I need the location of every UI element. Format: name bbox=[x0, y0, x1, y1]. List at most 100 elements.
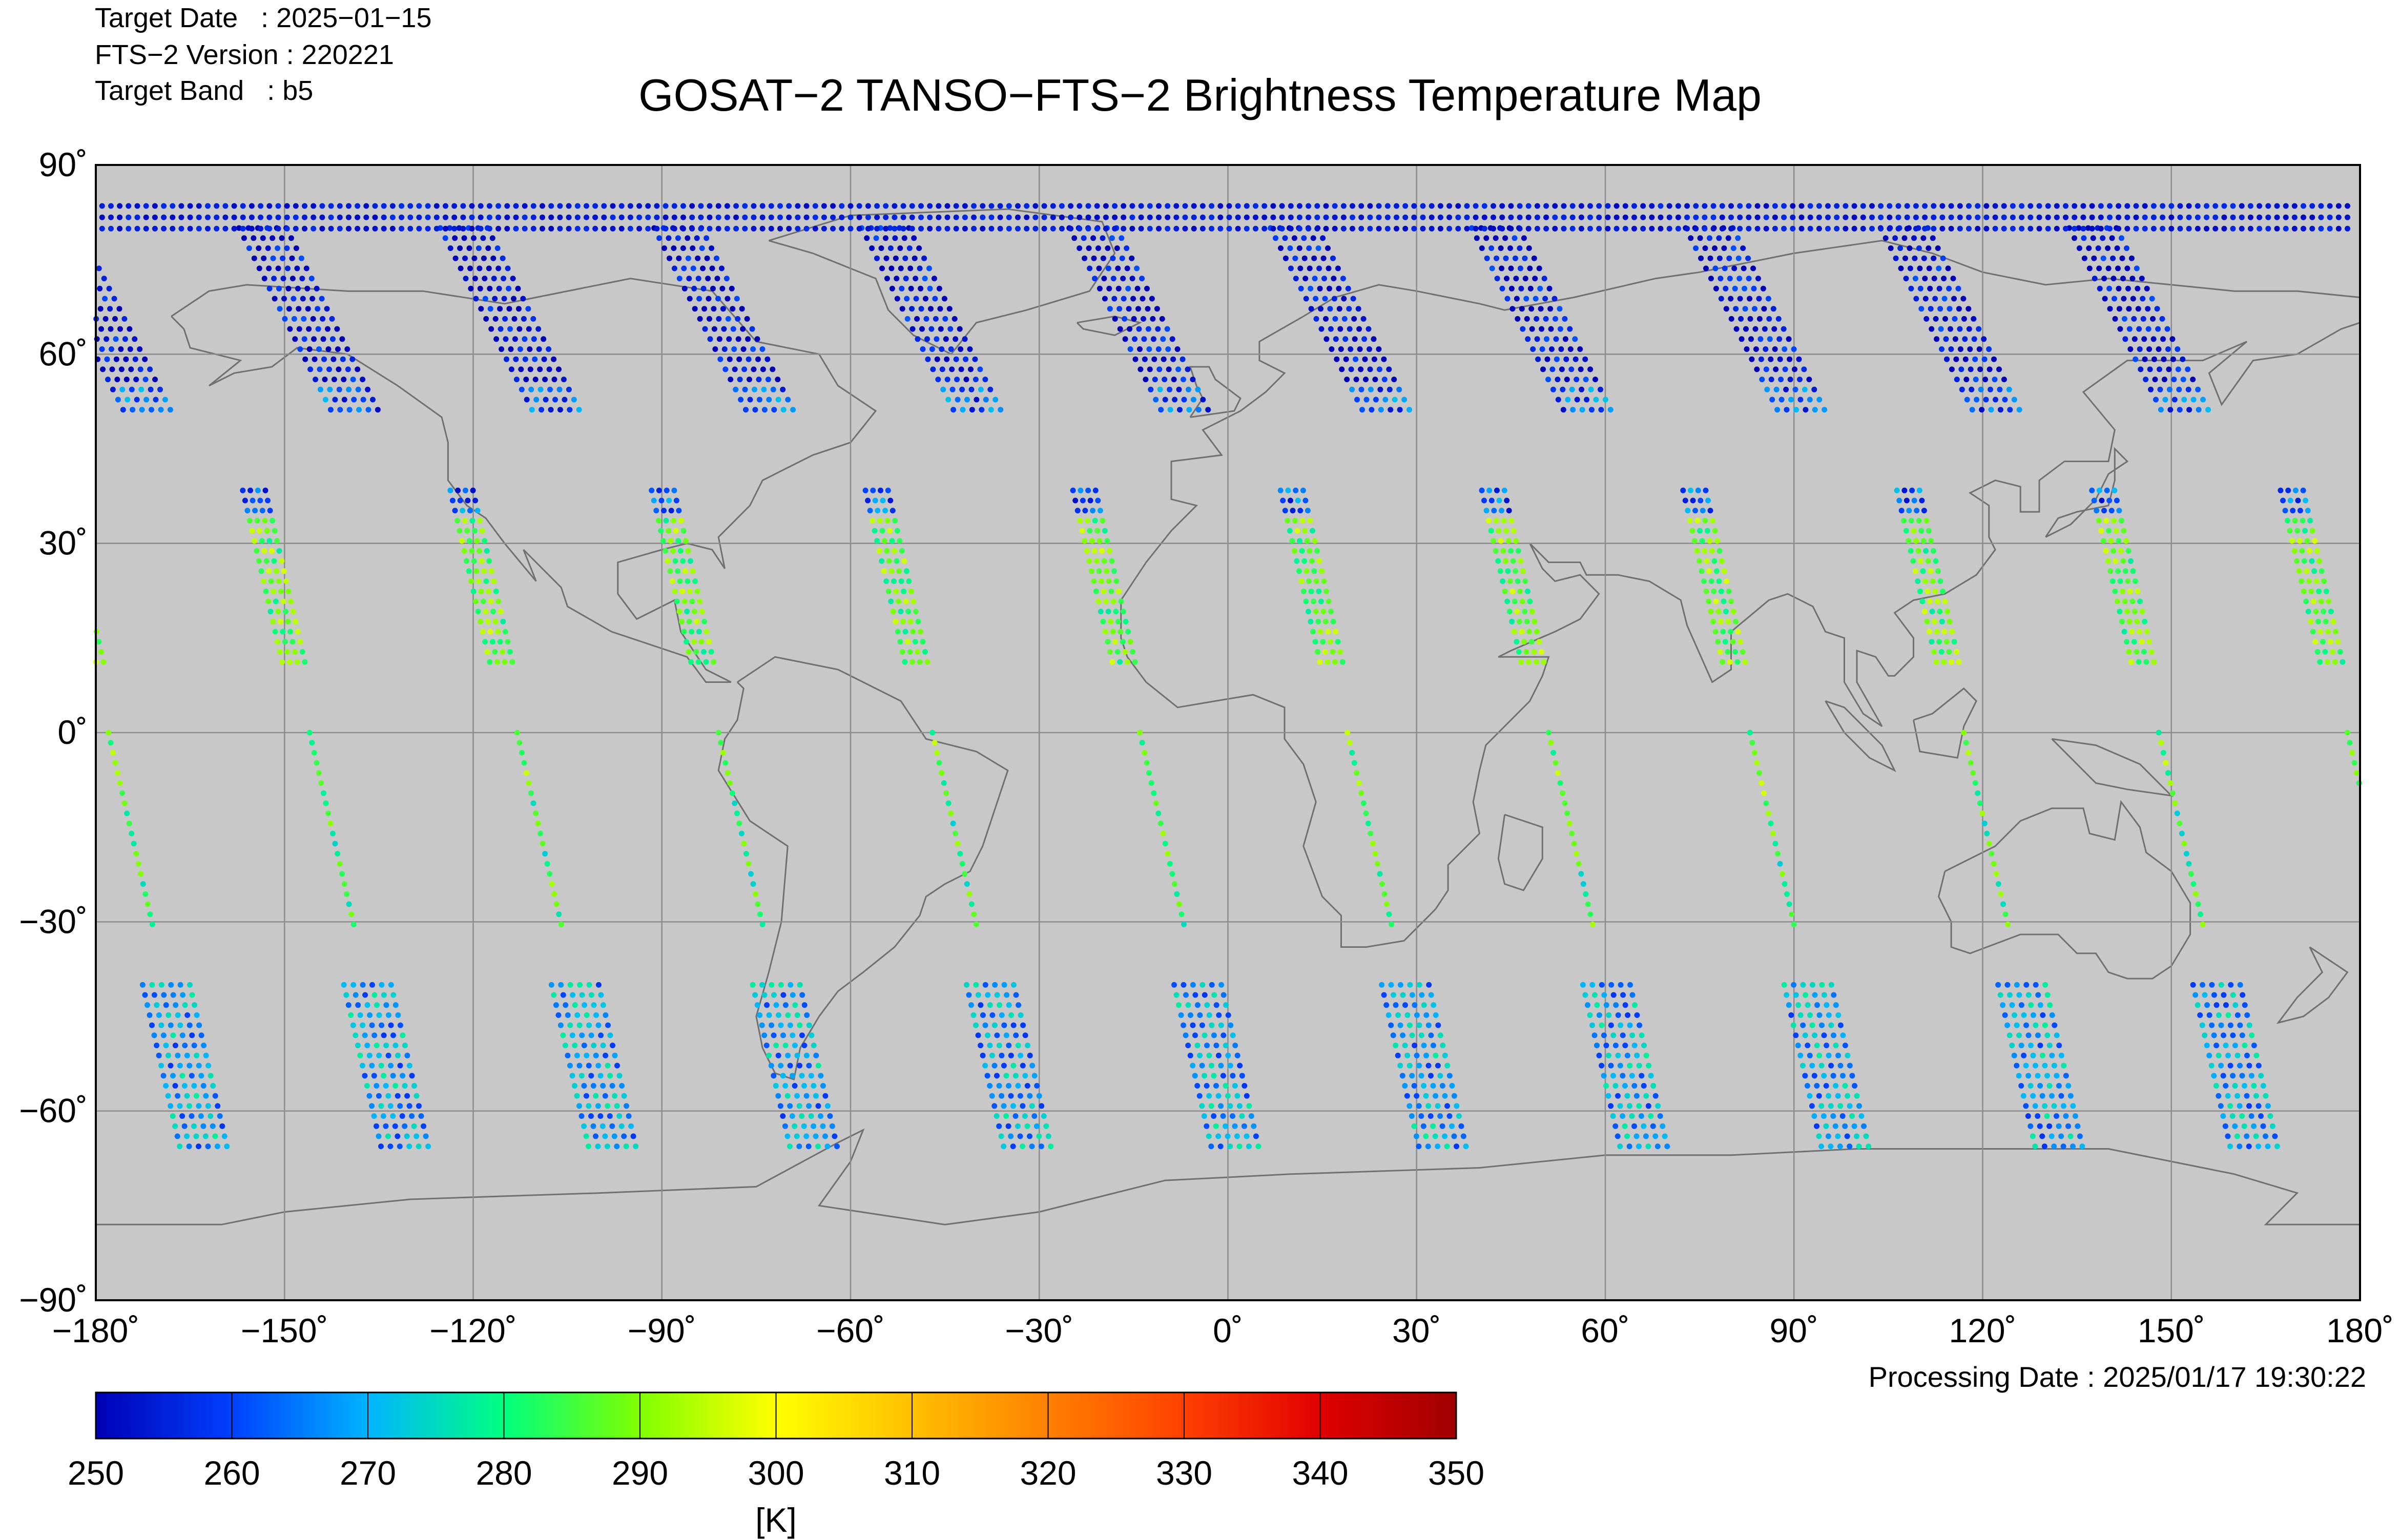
observation-point bbox=[1195, 386, 1201, 392]
observation-point bbox=[1741, 265, 1747, 272]
observation-point bbox=[277, 649, 283, 655]
observation-point bbox=[785, 397, 791, 403]
observation-point bbox=[1754, 214, 1761, 220]
observation-point bbox=[2001, 225, 2007, 232]
observation-point bbox=[2119, 255, 2125, 261]
observation-point bbox=[1315, 245, 1321, 251]
observation-point bbox=[1138, 214, 1144, 220]
observation-point bbox=[1103, 214, 1109, 220]
observation-point bbox=[1744, 346, 1750, 352]
observation-point bbox=[887, 245, 894, 251]
observation-point bbox=[106, 285, 112, 292]
observation-point bbox=[1160, 336, 1166, 342]
observation-point bbox=[909, 306, 915, 312]
observation-point bbox=[1003, 1032, 1009, 1038]
observation-point bbox=[1514, 609, 1520, 615]
observation-point bbox=[2232, 1123, 2238, 1129]
observation-point bbox=[366, 1052, 373, 1058]
observation-point bbox=[1481, 225, 1487, 232]
observation-point bbox=[1323, 316, 1329, 322]
observation-point bbox=[574, 1012, 581, 1018]
observation-point bbox=[980, 214, 986, 220]
observation-point bbox=[186, 1143, 192, 1150]
observation-point bbox=[339, 336, 345, 342]
observation-point bbox=[240, 487, 246, 493]
observation-point bbox=[679, 588, 686, 594]
observation-point bbox=[360, 397, 366, 403]
observation-point bbox=[754, 336, 760, 342]
observation-point bbox=[1129, 255, 1135, 261]
observation-point bbox=[1842, 1123, 1848, 1129]
observation-point bbox=[813, 1133, 819, 1139]
observation-point bbox=[1781, 214, 1787, 220]
observation-point bbox=[1837, 1063, 1844, 1069]
observation-point bbox=[1733, 306, 1739, 312]
observation-point bbox=[729, 285, 735, 292]
observation-point bbox=[1835, 1012, 1842, 1018]
observation-point bbox=[2335, 639, 2341, 645]
observation-point bbox=[1617, 1103, 1623, 1109]
observation-point bbox=[2072, 203, 2078, 209]
observation-point bbox=[830, 225, 836, 232]
observation-point bbox=[1129, 203, 1135, 209]
observation-point bbox=[163, 1083, 169, 1089]
observation-point bbox=[930, 366, 936, 372]
observation-point bbox=[722, 366, 729, 372]
observation-point bbox=[481, 255, 487, 261]
observation-point bbox=[307, 366, 314, 372]
observation-point bbox=[1736, 276, 1743, 282]
observation-point bbox=[1922, 578, 1929, 584]
observation-point bbox=[1404, 1052, 1411, 1058]
observation-point bbox=[2080, 214, 2086, 220]
observation-point bbox=[2108, 508, 2115, 514]
observation-point bbox=[2283, 225, 2289, 232]
observation-point bbox=[1387, 386, 1393, 392]
observation-point bbox=[610, 214, 616, 220]
observation-point bbox=[470, 588, 477, 594]
observation-point bbox=[764, 1002, 770, 1008]
observation-point bbox=[1121, 225, 1127, 232]
observation-point bbox=[461, 548, 467, 554]
observation-point bbox=[1096, 285, 1103, 292]
observation-point bbox=[1425, 1103, 1432, 1109]
observation-point bbox=[388, 1063, 394, 1069]
observation-point bbox=[466, 245, 472, 251]
observation-point bbox=[830, 214, 836, 220]
observation-point bbox=[691, 609, 697, 615]
observation-point bbox=[493, 336, 500, 342]
observation-point bbox=[284, 203, 290, 209]
observation-point bbox=[1092, 276, 1098, 282]
observation-point bbox=[477, 285, 483, 292]
observation-point bbox=[1206, 1012, 1212, 1018]
observation-point bbox=[1735, 629, 1741, 635]
observation-point bbox=[899, 548, 905, 554]
observation-point bbox=[1199, 214, 1206, 220]
observation-point bbox=[214, 225, 220, 232]
observation-point bbox=[1826, 1012, 1832, 1018]
observation-point bbox=[1579, 386, 1585, 392]
observation-point bbox=[174, 1133, 180, 1139]
observation-point bbox=[478, 203, 484, 209]
observation-point bbox=[692, 578, 698, 584]
observation-point bbox=[1790, 1022, 1796, 1028]
observation-point bbox=[704, 629, 710, 635]
observation-point bbox=[143, 397, 150, 403]
observation-point bbox=[1209, 214, 1215, 220]
observation-point bbox=[496, 285, 502, 292]
observation-point bbox=[1959, 386, 1965, 392]
observation-point bbox=[1719, 225, 1725, 232]
observation-point bbox=[1941, 276, 1947, 282]
observation-point bbox=[462, 517, 468, 524]
observation-point bbox=[795, 203, 801, 209]
observation-point bbox=[1927, 598, 1933, 605]
observation-point bbox=[595, 1103, 601, 1109]
observation-point bbox=[2007, 407, 2013, 413]
observation-point bbox=[1589, 407, 1595, 413]
observation-point bbox=[1898, 265, 1904, 272]
observation-point bbox=[602, 1093, 608, 1099]
observation-point bbox=[1010, 1063, 1017, 1069]
observation-point bbox=[530, 203, 536, 209]
observation-point bbox=[1455, 203, 1461, 209]
observation-point bbox=[474, 508, 481, 514]
observation-point bbox=[491, 276, 497, 282]
